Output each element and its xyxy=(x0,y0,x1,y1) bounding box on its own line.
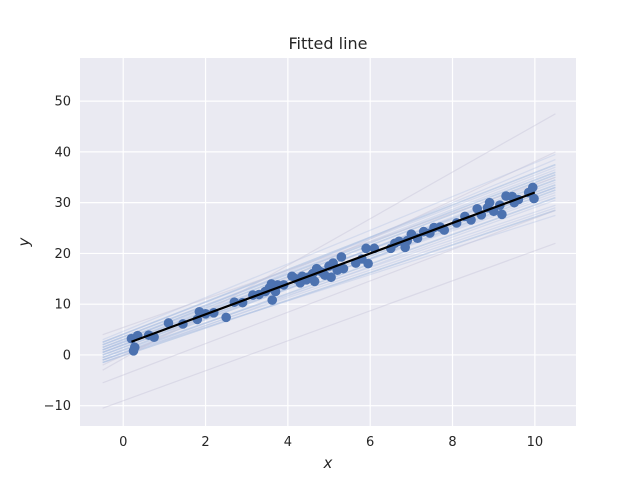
y-tick-label: 0 xyxy=(63,348,71,363)
x-tick-label: 0 xyxy=(119,435,127,450)
x-axis-label: x xyxy=(323,454,333,472)
sample-line xyxy=(102,163,556,343)
y-tick-label: −10 xyxy=(44,399,71,414)
data-point xyxy=(529,193,539,204)
sample-line xyxy=(102,214,556,361)
x-tick-labels: 0 2 4 6 8 10 xyxy=(119,435,543,450)
fit-line xyxy=(131,191,536,343)
y-tick-label: 20 xyxy=(54,247,71,262)
data-point xyxy=(267,295,278,305)
x-tick-label: 6 xyxy=(366,435,374,450)
data-point xyxy=(326,272,336,283)
sample-line xyxy=(102,176,556,336)
x-tick-label: 4 xyxy=(284,435,292,450)
sample-line xyxy=(102,242,556,409)
data-point xyxy=(497,209,507,220)
sample-line xyxy=(102,151,556,366)
chart-title: Fitted line xyxy=(289,34,368,53)
data-point xyxy=(129,342,140,353)
x-tick-label: 10 xyxy=(527,435,544,450)
y-tick-labels: −10 0 10 20 30 40 50 xyxy=(44,95,71,415)
sample-line xyxy=(102,166,556,343)
sample-line xyxy=(102,158,556,351)
sample-line xyxy=(102,153,556,341)
sample-line xyxy=(102,209,556,384)
data-point xyxy=(527,182,538,193)
y-tick-label: 40 xyxy=(54,145,71,160)
y-tick-label: 30 xyxy=(54,196,71,211)
y-tick-label: 10 xyxy=(54,298,71,313)
sample-line xyxy=(102,209,556,364)
sample-line xyxy=(102,169,556,346)
data-point xyxy=(338,263,349,274)
x-tick-label: 2 xyxy=(201,435,209,450)
data-point xyxy=(484,197,495,208)
sample-line xyxy=(102,207,556,361)
data-point xyxy=(163,318,174,328)
data-point xyxy=(363,258,373,269)
fit-line-group xyxy=(131,191,536,343)
sample-line xyxy=(102,171,556,346)
y-tick-label: 50 xyxy=(54,95,71,110)
data-point xyxy=(361,243,371,254)
data-point xyxy=(221,312,231,323)
data-point xyxy=(336,252,347,262)
y-axis-label: y xyxy=(15,236,33,247)
sample-line xyxy=(102,113,556,371)
plot-area xyxy=(80,58,576,426)
data-point xyxy=(309,276,320,287)
x-tick-label: 8 xyxy=(448,435,456,450)
